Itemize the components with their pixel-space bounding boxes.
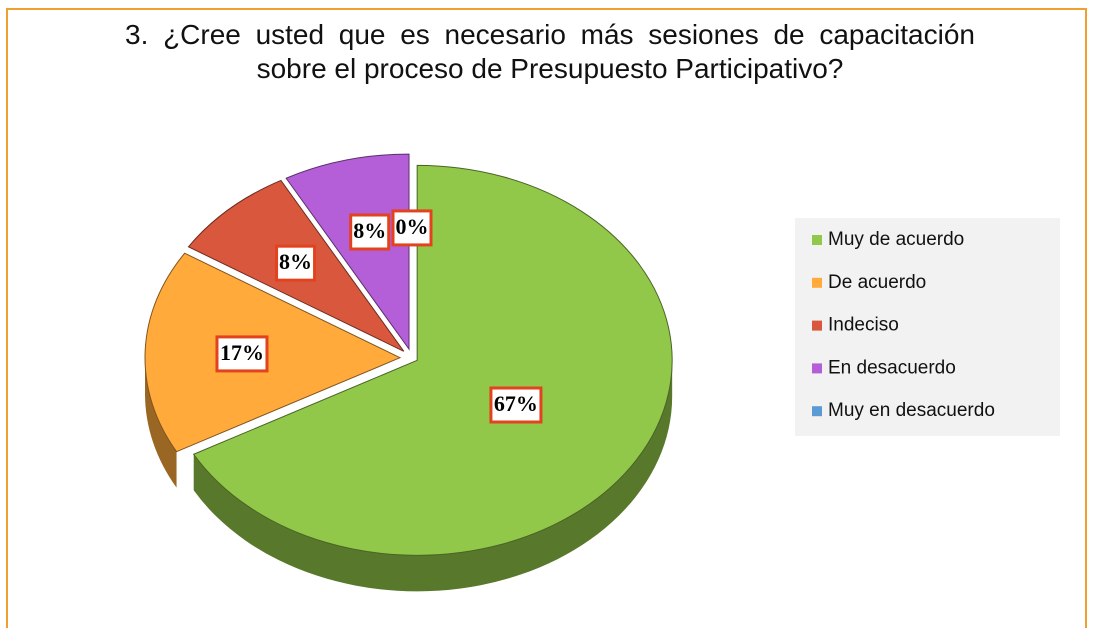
slice-side [193,360,673,592]
data-label-box [275,244,317,282]
legend-label: De acuerdo [828,272,926,293]
legend-label: Indeciso [828,315,899,336]
legend-box [795,218,1060,436]
legend-swatch [812,235,822,245]
data-label-box [349,213,391,251]
legend-swatch [812,406,822,417]
data-label: 8% [279,249,312,274]
data-label-box [215,335,269,373]
legend-label: En desacuerdo [828,357,956,378]
data-label: 0% [396,214,429,239]
legend-label: Muy en desacuerdo [828,400,995,421]
slice [144,252,402,453]
legend-swatch [812,320,822,331]
data-label: 17% [220,340,264,365]
slice [285,153,410,351]
frame [6,8,1087,628]
slice-side [145,357,177,488]
data-label-box [391,209,433,247]
data-label-box [489,386,543,424]
legend-label: Muy de acuerdo [828,229,964,250]
data-label: 67% [494,391,538,416]
legend-swatch [812,363,822,374]
legend-swatch [812,277,822,288]
chart-title: 3. ¿Cree usted que es necesario más sesi… [125,19,975,84]
slice [192,164,673,556]
data-label: 8% [353,218,386,243]
